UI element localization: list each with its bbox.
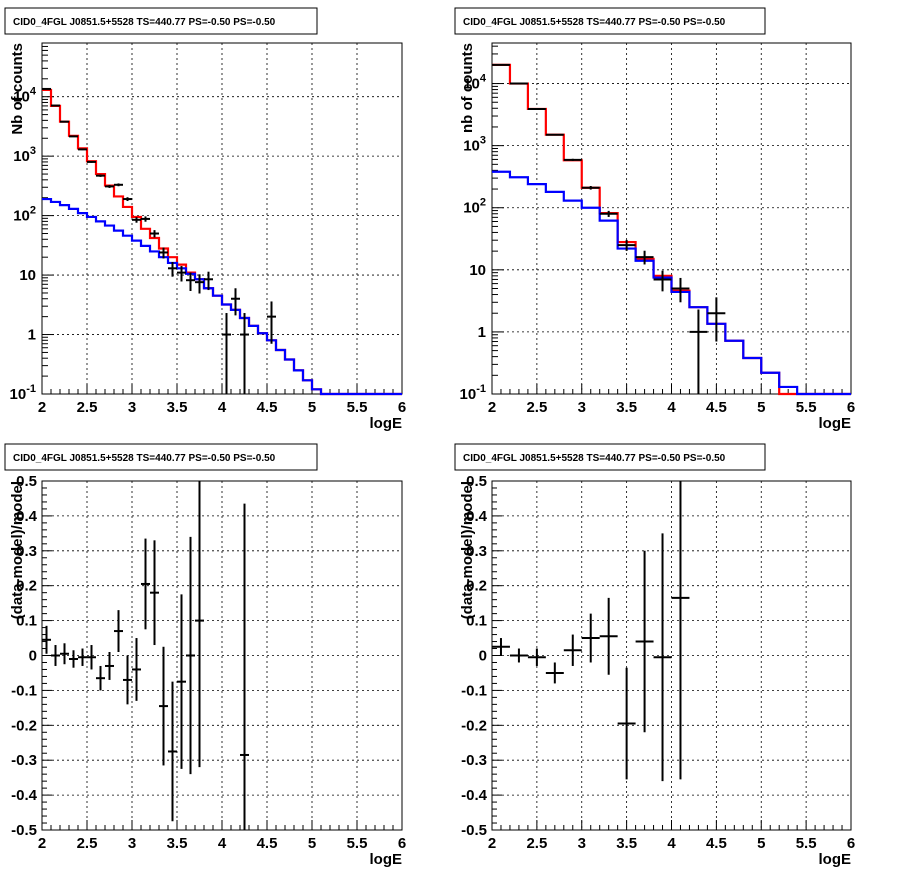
y-tick-label: 0.3 bbox=[466, 543, 487, 560]
y-tick-label: 0.5 bbox=[466, 473, 487, 490]
plot-frame bbox=[41, 480, 403, 831]
x-tick-label: 6 bbox=[847, 399, 855, 416]
x-tick-label: 2 bbox=[488, 835, 496, 852]
y-axis-label: (data-model)/model bbox=[9, 481, 26, 619]
y-tick-label: 103 bbox=[13, 145, 36, 165]
y-tick-label: 0.5 bbox=[16, 473, 37, 490]
y-tick-label: 0.4 bbox=[466, 508, 488, 525]
x-tick-label: 5.5 bbox=[347, 835, 368, 852]
y-tick-label: 10-1 bbox=[460, 383, 486, 403]
y-tick-label: 0.2 bbox=[466, 578, 487, 595]
x-tick-label: 4.5 bbox=[257, 399, 278, 416]
x-tick-label: 3.5 bbox=[616, 835, 637, 852]
y-tick-label: 0.3 bbox=[16, 543, 37, 560]
y-tick-label: -0.1 bbox=[11, 682, 37, 699]
y-tick-label: 10 bbox=[469, 262, 486, 279]
x-tick-label: 3.5 bbox=[167, 835, 188, 852]
x-axis-label: logE bbox=[370, 415, 403, 432]
y-tick-label: 0 bbox=[29, 648, 37, 665]
y-axis-label: nb of counts bbox=[459, 43, 476, 133]
model-background-line bbox=[42, 197, 402, 396]
x-tick-label: 5 bbox=[308, 835, 316, 852]
plot-frame bbox=[491, 42, 852, 395]
y-tick-label: -0.1 bbox=[461, 682, 487, 699]
x-tick-label: 2.5 bbox=[526, 835, 547, 852]
x-tick-label: 3 bbox=[128, 399, 136, 416]
x-tick-label: 4 bbox=[667, 399, 676, 416]
x-tick-label: 4.5 bbox=[257, 835, 278, 852]
x-tick-label: 6 bbox=[398, 835, 406, 852]
chart-title: CID0_4FGL J0851.5+5528 TS=440.77 PS=-0.5… bbox=[13, 17, 276, 28]
x-tick-label: 3.5 bbox=[616, 399, 637, 416]
y-tick-label: -0.4 bbox=[11, 787, 38, 804]
y-tick-label: 0.1 bbox=[466, 613, 487, 630]
y-tick-label: 104 bbox=[13, 86, 37, 106]
y-tick-label: 10 bbox=[19, 267, 36, 284]
y-tick-label: 0.1 bbox=[16, 613, 37, 630]
x-tick-label: 2 bbox=[38, 835, 46, 852]
plot-frame bbox=[491, 480, 852, 831]
x-tick-label: 5.5 bbox=[796, 399, 817, 416]
y-tick-label: 1 bbox=[28, 327, 36, 344]
x-tick-label: 6 bbox=[398, 399, 406, 416]
y-tick-label: 10-1 bbox=[10, 383, 36, 403]
x-tick-label: 4 bbox=[667, 835, 676, 852]
y-tick-label: -0.5 bbox=[461, 822, 487, 839]
x-tick-label: 4 bbox=[218, 835, 227, 852]
y-axis-label: Nb of counts bbox=[9, 43, 26, 135]
panel-residuals-left: CID0_4FGL J0851.5+5528 TS=440.77 PS=-0.5… bbox=[4, 443, 406, 868]
y-tick-label: 0.2 bbox=[16, 578, 37, 595]
x-axis-label: logE bbox=[370, 851, 403, 868]
plot-frame bbox=[41, 42, 403, 395]
y-tick-label: 0 bbox=[479, 648, 487, 665]
x-tick-label: 2.5 bbox=[77, 399, 98, 416]
x-tick-label: 2 bbox=[38, 399, 46, 416]
x-tick-label: 4.5 bbox=[706, 399, 727, 416]
title-box bbox=[454, 7, 766, 35]
title-box bbox=[4, 443, 318, 471]
x-tick-label: 3 bbox=[578, 399, 586, 416]
x-tick-label: 5 bbox=[757, 835, 765, 852]
y-tick-label: -0.4 bbox=[461, 787, 488, 804]
panel-counts-right: CID0_4FGL J0851.5+5528 TS=440.77 PS=-0.5… bbox=[454, 7, 855, 432]
x-tick-label: 4.5 bbox=[706, 835, 727, 852]
y-tick-label: -0.2 bbox=[11, 717, 37, 734]
model-background-line bbox=[492, 170, 851, 396]
chart-title: CID0_4FGL J0851.5+5528 TS=440.77 PS=-0.5… bbox=[463, 17, 726, 28]
y-tick-label: -0.3 bbox=[461, 752, 487, 769]
chart-title: CID0_4FGL J0851.5+5528 TS=440.77 PS=-0.5… bbox=[463, 453, 726, 464]
x-tick-label: 6 bbox=[847, 835, 855, 852]
x-tick-label: 3 bbox=[128, 835, 136, 852]
x-tick-label: 5.5 bbox=[796, 835, 817, 852]
x-tick-label: 3.5 bbox=[167, 399, 188, 416]
panel-counts-left: CID0_4FGL J0851.5+5528 TS=440.77 PS=-0.5… bbox=[4, 7, 406, 432]
y-tick-label: -0.5 bbox=[11, 822, 37, 839]
y-tick-label: 102 bbox=[463, 197, 486, 217]
x-axis-label: logE bbox=[819, 415, 852, 432]
x-tick-label: 2.5 bbox=[77, 835, 98, 852]
title-box bbox=[4, 7, 318, 35]
y-tick-label: 102 bbox=[13, 205, 36, 225]
x-tick-label: 3 bbox=[578, 835, 586, 852]
x-tick-label: 5.5 bbox=[347, 399, 368, 416]
title-box bbox=[454, 443, 766, 471]
y-tick-label: 104 bbox=[463, 73, 487, 93]
chart-title: CID0_4FGL J0851.5+5528 TS=440.77 PS=-0.5… bbox=[13, 453, 276, 464]
y-tick-label: -0.2 bbox=[461, 717, 487, 734]
y-tick-label: 103 bbox=[463, 135, 486, 155]
x-axis-label: logE bbox=[819, 851, 852, 868]
x-tick-label: 5 bbox=[308, 399, 316, 416]
y-tick-label: 0.4 bbox=[16, 508, 38, 525]
x-tick-label: 2.5 bbox=[526, 399, 547, 416]
y-axis-label: (data-model)/model bbox=[459, 481, 476, 619]
y-tick-label: 1 bbox=[478, 324, 486, 341]
x-tick-label: 2 bbox=[488, 399, 496, 416]
x-tick-label: 4 bbox=[218, 399, 227, 416]
panel-residuals-right: CID0_4FGL J0851.5+5528 TS=440.77 PS=-0.5… bbox=[454, 443, 855, 868]
x-tick-label: 5 bbox=[757, 399, 765, 416]
y-tick-label: -0.3 bbox=[11, 752, 37, 769]
